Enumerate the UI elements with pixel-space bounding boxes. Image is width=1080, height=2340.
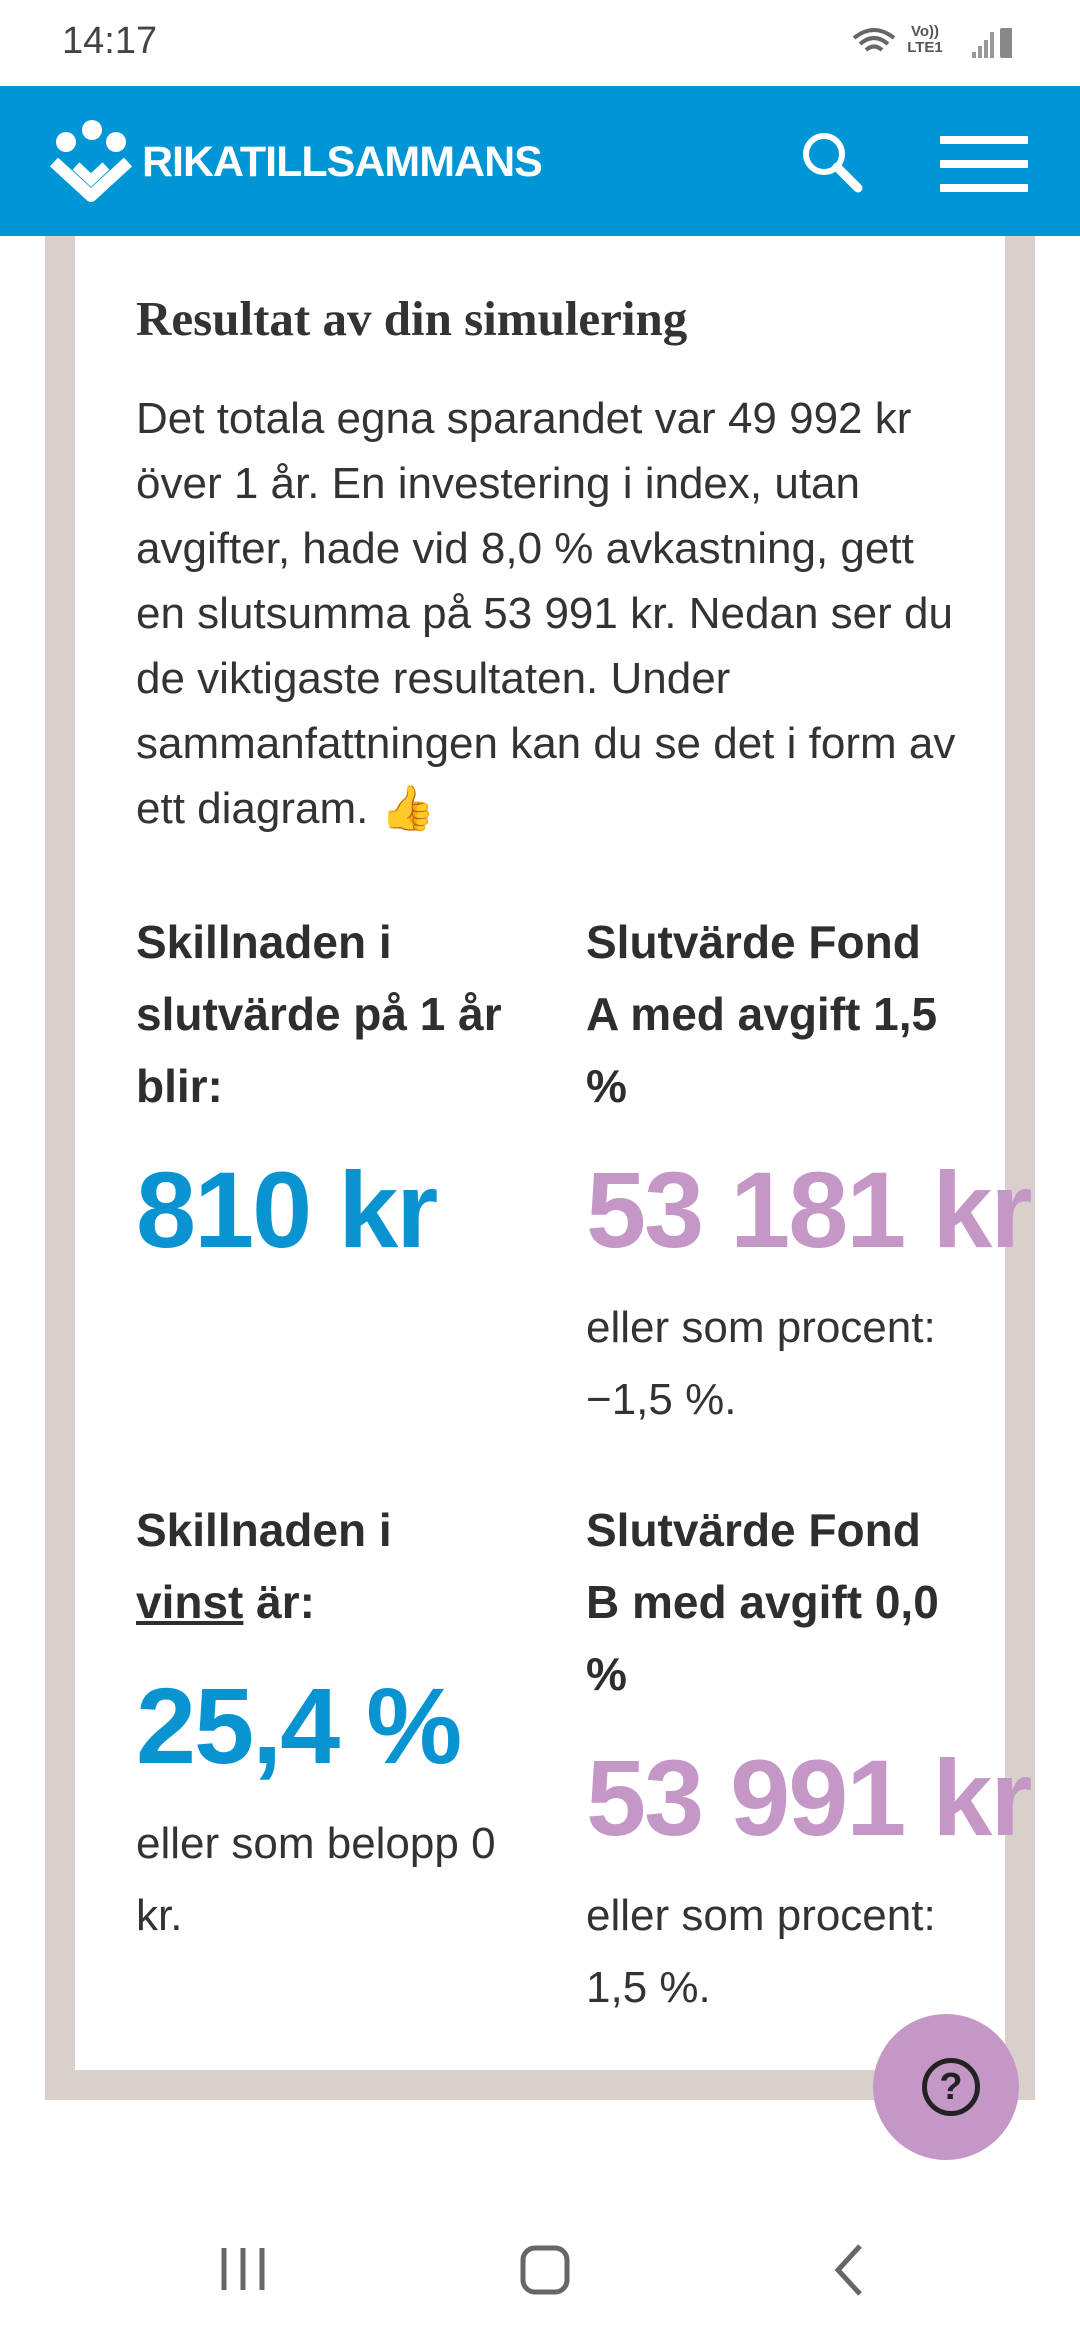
stat-value: 53 181 kr: [586, 1149, 1032, 1270]
recent-apps-button[interactable]: [221, 2248, 265, 2290]
help-icon[interactable]: ?: [922, 2058, 980, 2116]
stat: Skillnaden i vinst är: 25,4 % eller som b…: [136, 1494, 536, 1952]
stat-note: eller som procent: −1,5 %.: [586, 1303, 936, 1424]
stat-value: 53 991 kr: [586, 1737, 1032, 1858]
home-button[interactable]: [520, 2245, 570, 2295]
result-card: [75, 150, 1005, 2070]
search-button[interactable]: [800, 130, 864, 194]
result-title: Resultat av din simulering: [136, 291, 688, 346]
label-underlined: vinst: [136, 1576, 244, 1628]
stat-value: 810 kr: [136, 1149, 438, 1270]
label-text: är:: [256, 1576, 315, 1628]
stat: Slutvärde Fond B med avgift 0,0 % 53 991…: [586, 1494, 1032, 2024]
label-text: Skillnaden i: [136, 1504, 392, 1556]
stat-value: 25,4 %: [136, 1665, 462, 1786]
stat-note: eller som belopp 0 kr.: [136, 1819, 496, 1940]
result-text: Det totala egna sparandet var 49 992 kr …: [136, 394, 956, 833]
stat: Skillnaden i slutvärde på 1 år blir: 810…: [136, 906, 536, 1280]
menu-button[interactable]: [938, 134, 1030, 194]
back-button[interactable]: [834, 2244, 862, 2296]
stat-label: Slutvärde Fond A med avgift 1,5 %: [586, 916, 938, 1112]
logo-icon[interactable]: [46, 118, 136, 202]
stat-label: Skillnaden i slutvärde på 1 år blir:: [136, 916, 502, 1112]
status-icons: [852, 28, 1012, 58]
status-bar: 14:17 Vo)) LTE1: [0, 0, 1080, 86]
stat-label: Slutvärde Fond B med avgift 0,0 %: [586, 1504, 939, 1700]
header: RIKATILLSAMMANS: [0, 86, 1080, 236]
stat-label: Skillnaden i vinst är:: [136, 1494, 506, 1638]
nav-bar: [221, 2244, 862, 2296]
brand[interactable]: RIKATILLSAMMANS: [142, 138, 543, 186]
stat-note: eller som procent: 1,5 %.: [586, 1891, 936, 2012]
time: 14:17: [62, 20, 158, 62]
stat: Slutvärde Fond A med avgift 1,5 % 53 181…: [586, 906, 1032, 1436]
network-indicator: Vo)) LTE1: [907, 23, 943, 56]
